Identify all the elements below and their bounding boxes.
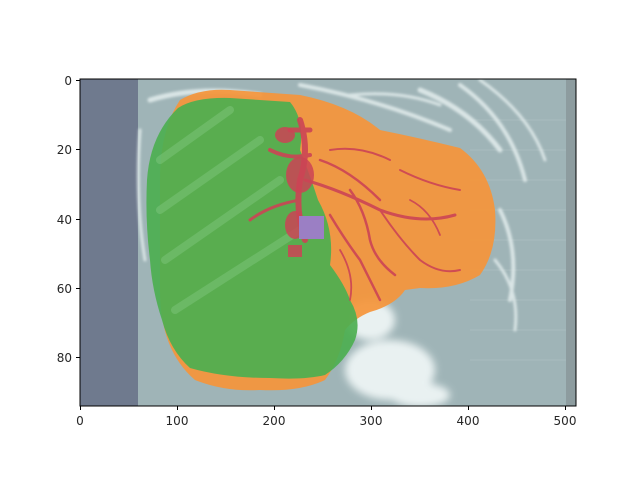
x-tick-label: 300 [360,414,383,428]
x-axis: 0 100 200 300 400 500 [76,406,576,428]
image-area [80,79,576,406]
axes-frame [79,78,577,407]
x-tick-label: 500 [554,414,577,428]
x-tick-label: 400 [457,414,480,428]
organ-rib-shadows [156,106,304,314]
x-tick-label: 100 [166,414,189,428]
x-tick-label: 200 [263,414,286,428]
y-axis: 0 20 40 60 80 [57,74,80,365]
purple-patch [299,216,324,239]
y-tick-label: 80 [57,351,72,365]
ct-right-edge-band [566,79,576,406]
ct-left-dark-band [80,79,138,406]
y-tick-label: 0 [64,74,72,88]
y-tick-label: 20 [57,143,72,157]
y-tick-label: 40 [57,213,72,227]
y-tick-label: 60 [57,282,72,296]
x-tick-label: 0 [76,414,84,428]
